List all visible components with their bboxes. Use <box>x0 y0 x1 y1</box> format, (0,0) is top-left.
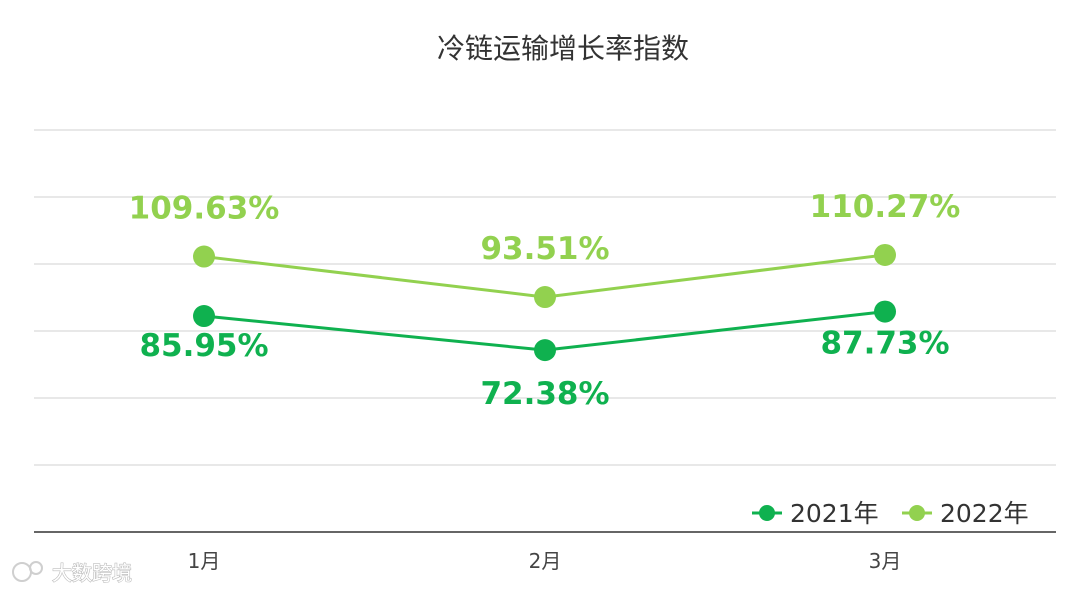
watermark-logo-icon <box>12 562 32 582</box>
watermark-logo-dot-icon <box>29 561 43 575</box>
legend-label: 2021年 <box>790 499 879 528</box>
series-2022年: 109.63% 93.51% 110.27% <box>129 189 961 309</box>
legend-label: 2022年 <box>940 499 1029 528</box>
data-label: 85.95% <box>139 328 268 364</box>
data-point <box>874 243 896 266</box>
legend-item: 2022年 <box>902 499 1029 528</box>
legend-marker-icon <box>759 505 775 521</box>
watermark-text: 大数跨境 <box>52 561 132 585</box>
legend-item: 2021年 <box>752 499 879 528</box>
x-axis-ticks: 1月 2月 3月 <box>188 549 902 573</box>
series-group: 85.95% 72.38% 87.73% 109.63% 93.51% 110.27% <box>129 189 961 412</box>
data-label: 110.27% <box>810 189 961 225</box>
legend: 2021年 2022年 <box>752 499 1029 528</box>
chart-title: 冷链运输增长率指数 <box>437 32 689 65</box>
data-label: 93.51% <box>480 231 609 267</box>
data-point <box>193 245 215 268</box>
data-point <box>534 339 556 362</box>
x-tick-label: 1月 <box>188 549 221 573</box>
data-label: 72.38% <box>480 376 609 412</box>
data-label: 109.63% <box>129 191 280 227</box>
x-tick-label: 3月 <box>869 549 902 573</box>
x-tick-label: 2月 <box>529 549 562 573</box>
watermark: 大数跨境 <box>12 560 133 586</box>
legend-marker-icon <box>909 505 925 521</box>
data-point <box>193 305 215 328</box>
data-label: 87.73% <box>820 326 949 362</box>
data-point <box>534 286 556 309</box>
data-point <box>874 300 896 323</box>
series-2021年: 85.95% 72.38% 87.73% <box>139 300 950 412</box>
